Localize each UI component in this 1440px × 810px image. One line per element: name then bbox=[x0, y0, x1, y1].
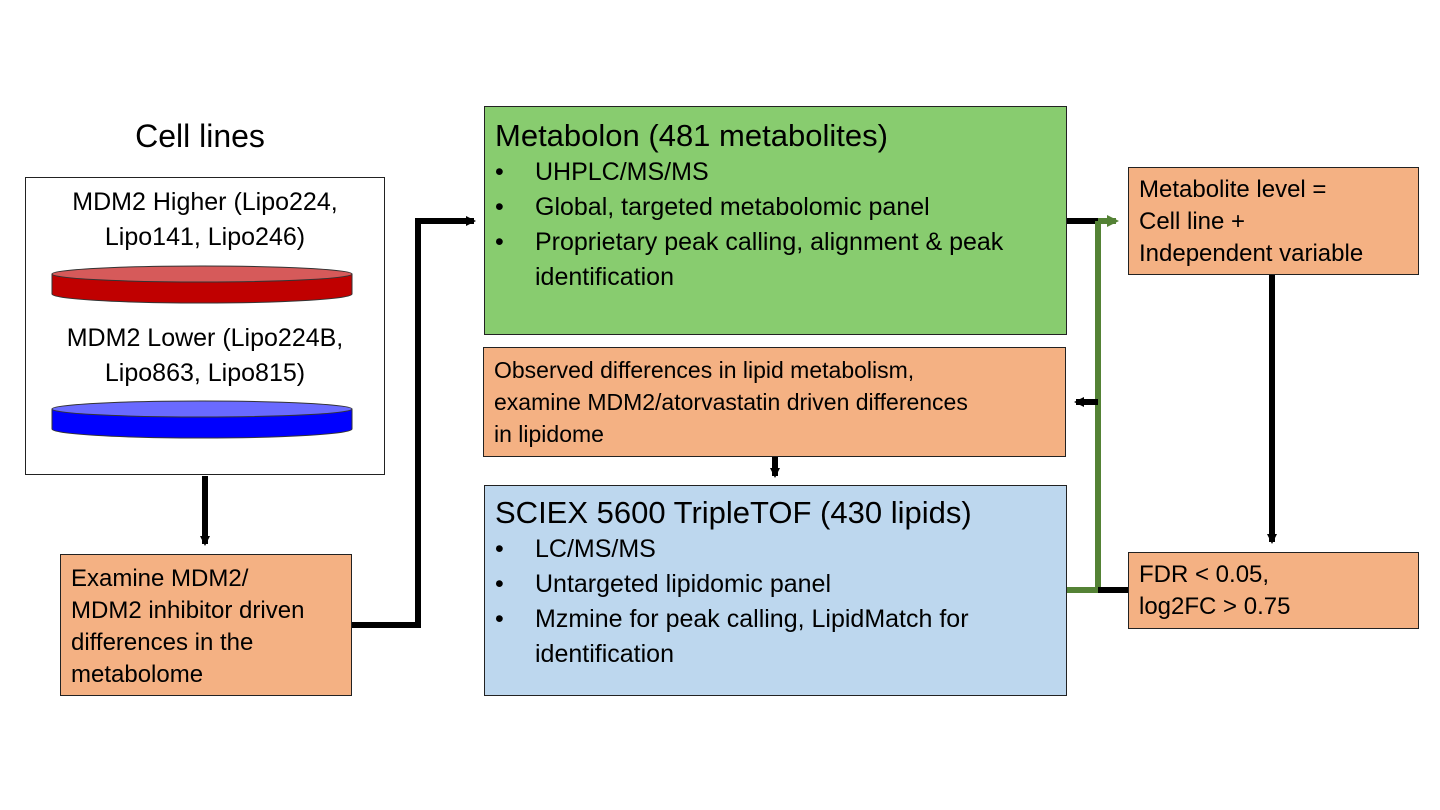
fdr-threshold-box: FDR < 0.05, log2FC > 0.75 bbox=[1128, 552, 1419, 629]
metabolite-line-3: Independent variable bbox=[1139, 238, 1408, 270]
observed-line-3: in lipidome bbox=[494, 418, 1055, 450]
mdm2-lower-label: MDM2 Lower (Lipo224B, Lipo863, Lipo815) bbox=[26, 321, 384, 391]
sciex-bullet-list: • LC/MS/MS • Untargeted lipidomic panel • M… bbox=[495, 532, 1056, 672]
bullet-icon: • bbox=[495, 225, 525, 260]
bullet-icon: • bbox=[495, 602, 525, 637]
fdr-line-2: log2FC > 0.75 bbox=[1139, 591, 1408, 623]
cell-lines-title: Cell lines bbox=[100, 118, 300, 155]
fdr-line-1: FDR < 0.05, bbox=[1139, 559, 1408, 591]
metabolon-bullet-list: • UHPLC/MS/MS • Global, targeted metabolom… bbox=[495, 155, 1056, 295]
cell-lines-box: MDM2 Higher (Lipo224, Lipo141, Lipo246) … bbox=[25, 177, 385, 475]
sciex-bullet-item: • LC/MS/MS bbox=[495, 532, 1056, 567]
sciex-bullet-text: Untargeted lipidomic panel bbox=[535, 570, 831, 598]
observed-line-2: examine MDM2/atorvastatin driven differe… bbox=[494, 386, 1055, 418]
bullet-icon: • bbox=[495, 155, 525, 190]
examine-line-2: MDM2 inhibitor driven bbox=[71, 595, 341, 627]
bullet-icon: • bbox=[495, 567, 525, 602]
mdm2-lower-line-1: MDM2 Lower (Lipo224B, bbox=[26, 321, 384, 356]
observed-line-1: Observed differences in lipid metabolism… bbox=[494, 354, 1055, 386]
metabolon-bullet-item: • UHPLC/MS/MS bbox=[495, 155, 1056, 190]
metabolon-bullet-text: Global, targeted metabolomic panel bbox=[535, 193, 930, 221]
mdm2-higher-line-1: MDM2 Higher (Lipo224, bbox=[26, 185, 384, 220]
mdm2-lower-line-2: Lipo863, Lipo815) bbox=[26, 356, 384, 391]
sciex-bullet-item: • Untargeted lipidomic panel bbox=[495, 567, 1056, 602]
mdm2-higher-dish-icon bbox=[50, 264, 354, 306]
mdm2-higher-label: MDM2 Higher (Lipo224, Lipo141, Lipo246) bbox=[26, 185, 384, 255]
metabolite-line-2: Cell line + bbox=[1139, 206, 1408, 238]
sciex-bullet-item: • Mzmine for peak calling, LipidMatch for… bbox=[495, 602, 1056, 672]
metabolon-bullet-text: Proprietary peak calling, alignment & pe… bbox=[535, 228, 1003, 291]
bullet-icon: • bbox=[495, 532, 525, 567]
sciex-box: SCIEX 5600 TripleTOF (430 lipids) • LC/MS… bbox=[484, 485, 1067, 696]
metabolon-bullet-item: • Proprietary peak calling, alignment & p… bbox=[495, 225, 1056, 295]
metabolite-line-1: Metabolite level = bbox=[1139, 174, 1408, 206]
bullet-icon: • bbox=[495, 190, 525, 225]
metabolon-box: Metabolon (481 metabolites) • UHPLC/MS/MS… bbox=[484, 106, 1067, 335]
metabolon-bullet-text: UHPLC/MS/MS bbox=[535, 158, 709, 186]
observed-differences-box: Observed differences in lipid metabolism… bbox=[483, 347, 1066, 457]
mdm2-higher-line-2: Lipo141, Lipo246) bbox=[26, 220, 384, 255]
sciex-bullet-text: Mzmine for peak calling, LipidMatch for … bbox=[535, 605, 969, 668]
examine-line-4: metabolome bbox=[71, 659, 341, 691]
examine-metabolome-box: Examine MDM2/ MDM2 inhibitor driven diff… bbox=[60, 554, 352, 696]
metabolon-bullet-item: • Global, targeted metabolomic panel bbox=[495, 190, 1056, 225]
mdm2-lower-dish-icon bbox=[50, 399, 354, 441]
examine-line-3: differences in the bbox=[71, 627, 341, 659]
metabolon-title: Metabolon (481 metabolites) bbox=[495, 117, 1056, 155]
sciex-title: SCIEX 5600 TripleTOF (430 lipids) bbox=[495, 494, 1056, 532]
sciex-bullet-text: LC/MS/MS bbox=[535, 535, 656, 563]
metabolite-level-box: Metabolite level = Cell line + Independe… bbox=[1128, 167, 1419, 275]
examine-line-1: Examine MDM2/ bbox=[71, 563, 341, 595]
